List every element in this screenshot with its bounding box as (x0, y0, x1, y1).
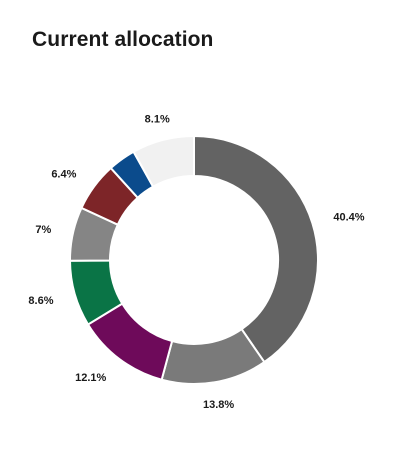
slice-percent-label: 8.6% (28, 295, 53, 307)
donut-slice[interactable] (193, 134, 319, 364)
slice-percent-label: 7% (35, 224, 51, 236)
slice-percent-label: 12.1% (75, 372, 106, 384)
donut-slice[interactable] (132, 134, 195, 189)
slice-percent-label: 40.4% (333, 212, 364, 224)
slice-percent-label: 8.1% (145, 114, 170, 126)
slice-percent-label: 13.8% (203, 399, 234, 411)
page-title: Current allocation (32, 28, 214, 51)
slice-percent-label: 6.4% (51, 168, 76, 180)
